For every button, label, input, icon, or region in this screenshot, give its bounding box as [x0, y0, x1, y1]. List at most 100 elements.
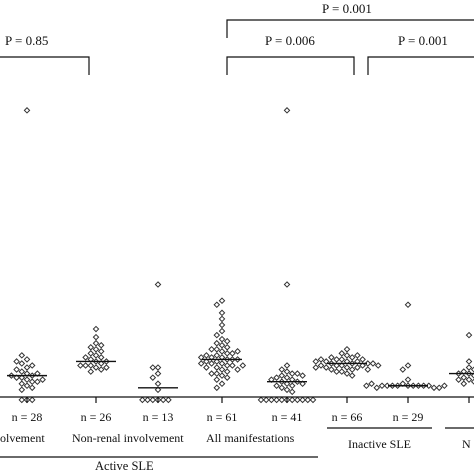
- data-point-g2-15: [87, 368, 95, 375]
- data-point-g1-2: [23, 356, 31, 363]
- data-point-g1-17: [13, 374, 20, 381]
- data-points: [8, 107, 474, 404]
- data-point-g5-32: [309, 396, 317, 404]
- data-point-g4-27: [223, 368, 231, 375]
- data-point-g3-3: [154, 370, 162, 377]
- data-point-g8-6: [460, 374, 468, 381]
- median-lines: [7, 358, 474, 389]
- data-point-g1-13: [13, 366, 20, 373]
- data-point-g3-12: [139, 396, 146, 404]
- data-point-g7-15: [373, 384, 381, 392]
- data-point-g2-4: [92, 345, 100, 353]
- data-point-g5-2: [283, 362, 291, 369]
- data-point-g5-4: [283, 368, 291, 375]
- data-point-g4-35: [229, 350, 236, 357]
- p-label-2: P = 0.006: [265, 33, 315, 48]
- data-point-g4-31: [213, 376, 221, 383]
- data-point-g4-33: [213, 384, 221, 392]
- data-point-g3-10: [144, 396, 151, 404]
- p-label-1: P = 0.85: [5, 33, 48, 48]
- data-point-g6-16: [328, 366, 335, 373]
- data-point-g1-3: [23, 364, 31, 371]
- data-point-g7-18: [441, 382, 448, 390]
- data-point-g1-23: [18, 396, 26, 404]
- data-point-g4-41: [208, 370, 215, 377]
- data-point-g6-12: [359, 362, 366, 369]
- p-label-3: P = 0.001: [398, 33, 448, 48]
- significance-brackets: P = 0.85 P = 0.006 P = 0.001 P = 0.001: [0, 1, 474, 75]
- data-point-g2-7: [97, 354, 105, 361]
- data-point-g7-19: [363, 382, 370, 390]
- data-point-g2-17: [97, 348, 105, 355]
- data-point-g5-13: [288, 382, 296, 390]
- data-point-g8-7: [465, 376, 473, 383]
- data-point-g3-8: [149, 396, 157, 404]
- data-point-g4-24: [229, 362, 236, 369]
- data-point-g1-18: [34, 378, 41, 386]
- n-label-4: n = 61: [207, 410, 238, 424]
- data-point-g7-12: [425, 382, 433, 390]
- data-point-g3-0: [154, 281, 162, 288]
- data-point-g2-0: [92, 325, 100, 333]
- data-point-g5-3: [278, 366, 286, 373]
- bracket-p-001-right: [367, 56, 474, 75]
- group-label-n: N: [462, 437, 471, 451]
- data-point-g5-29: [262, 396, 270, 404]
- data-point-g4-44: [197, 354, 205, 361]
- data-point-g3-6: [154, 386, 162, 394]
- data-point-g5-31: [257, 396, 265, 404]
- data-point-g8-13: [455, 376, 462, 383]
- n-label-7: n = 29: [393, 410, 424, 424]
- data-point-g7-14: [430, 384, 438, 392]
- data-point-g6-2: [343, 352, 351, 359]
- data-point-g4-40: [223, 337, 231, 345]
- data-point-g4-43: [239, 362, 247, 369]
- data-point-g7-16: [435, 384, 443, 392]
- n-label-3: n = 13: [143, 410, 174, 424]
- data-point-g5-25: [273, 396, 280, 404]
- data-point-g2-21: [103, 364, 110, 371]
- data-point-g1-24: [28, 396, 36, 404]
- data-point-g4-25: [213, 364, 221, 371]
- data-point-g2-20: [77, 362, 84, 369]
- data-point-g4-39: [208, 345, 215, 353]
- data-point-g1-7: [18, 368, 26, 375]
- data-point-g7-1: [404, 362, 412, 369]
- data-point-g7-2: [399, 366, 407, 373]
- data-point-g6-23: [322, 364, 330, 371]
- data-point-g6-27: [354, 352, 361, 359]
- data-point-g1-25: [23, 107, 31, 114]
- data-point-g4-9: [218, 341, 226, 349]
- bracket-p-001-outer: [226, 19, 474, 38]
- data-point-g1-1: [23, 382, 31, 390]
- data-point-g7-0: [404, 301, 412, 309]
- data-point-g2-18: [82, 354, 89, 361]
- data-point-g1-21: [39, 376, 46, 383]
- data-point-g5-5: [288, 370, 296, 377]
- data-point-g5-1: [283, 281, 291, 288]
- data-point-g6-32: [333, 368, 340, 375]
- data-point-g2-3: [87, 343, 95, 351]
- data-point-g4-10: [223, 343, 231, 351]
- data-point-g5-0: [283, 107, 291, 114]
- data-point-g4-12: [218, 348, 226, 355]
- data-point-g2-16: [97, 341, 105, 349]
- data-point-g5-12: [283, 380, 291, 388]
- data-point-g1-14: [18, 380, 26, 388]
- data-point-g4-30: [223, 374, 231, 381]
- x-axis: n = 28 n = 26 n = 13 n = 61 n = 41 n = 6…: [0, 396, 474, 424]
- bracket-p-085: [0, 56, 90, 75]
- data-point-g2-1: [92, 333, 100, 341]
- data-point-g5-8: [273, 374, 280, 381]
- data-point-g4-3: [218, 315, 226, 323]
- data-point-g1-15: [28, 384, 36, 392]
- data-point-g7-3: [404, 376, 412, 383]
- p-label-4: P = 0.001: [322, 1, 372, 16]
- data-point-g1-10: [18, 352, 26, 359]
- data-point-g6-26: [364, 366, 372, 373]
- data-point-g8-1: [465, 358, 473, 365]
- data-point-g6-20: [328, 354, 335, 361]
- data-point-g2-5: [87, 350, 95, 357]
- data-point-g6-4: [338, 356, 346, 363]
